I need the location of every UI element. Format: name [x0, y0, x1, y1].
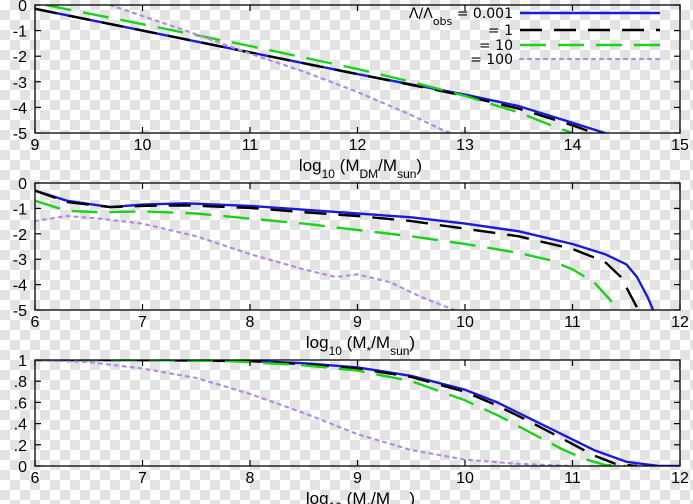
- legend-label-subscript: obs: [433, 15, 453, 28]
- legend-label-text: = 0.001: [452, 6, 513, 22]
- legend-label-3: = 10: [479, 38, 513, 54]
- axis-label-subscript: 10: [329, 500, 343, 504]
- y-tick-label: 0: [18, 0, 27, 15]
- legend-label-1: Λ/Λobs = 0.001: [409, 6, 513, 28]
- y-tick-label: -1: [13, 201, 27, 218]
- x-axis-label: log10 (M*/Msun): [306, 489, 415, 504]
- x-tick-label: 9: [353, 470, 362, 487]
- axis-label-part: /M: [378, 156, 397, 175]
- x-tick-label: 7: [138, 314, 147, 331]
- y-tick-label: .4: [14, 417, 27, 434]
- axis-label-subscript: sun: [397, 167, 416, 181]
- legend-label-text: = 100: [470, 52, 513, 68]
- x-tick-label: 15: [671, 137, 689, 154]
- y-tick-label: 1: [18, 353, 27, 370]
- x-tick-label: 8: [246, 470, 255, 487]
- axis-label-part: ): [409, 489, 415, 504]
- x-tick-label: 8: [246, 314, 255, 331]
- x-tick-label: 11: [242, 137, 259, 154]
- axis-label-part: ): [409, 333, 415, 352]
- x-tick-label: 7: [138, 470, 147, 487]
- y-tick-label: 0: [18, 459, 27, 476]
- y-tick-label: -1: [13, 24, 27, 41]
- x-tick-label: 13: [456, 137, 474, 154]
- x-tick-label: 10: [456, 314, 474, 331]
- y-tick-label: .2: [14, 438, 27, 455]
- y-tick-label: -4: [13, 100, 27, 117]
- series-line-2: [35, 360, 638, 466]
- series-line-4: [109, 5, 455, 133]
- y-tick-label: -3: [13, 75, 27, 92]
- axis-label-part: (M: [342, 333, 367, 352]
- y-tick-label: -5: [13, 126, 27, 143]
- series-line-3: [35, 360, 627, 466]
- axis-label-part: /M: [371, 489, 390, 504]
- axis-label-subscript: sun: [390, 500, 409, 504]
- series-line-1: [35, 189, 655, 310]
- axis-label-part: ): [416, 156, 422, 175]
- axis-label-part: (M: [342, 489, 367, 504]
- x-axis-label: log10 (M*/Msun): [306, 333, 415, 358]
- series-line-2: [35, 7, 598, 133]
- x-tick-label: 9: [353, 314, 362, 331]
- series-line-4: [35, 360, 574, 466]
- axis-label-subscript: 10: [329, 344, 343, 358]
- legend-label-prefix: Λ/Λ: [409, 6, 433, 22]
- y-tick-label: 0: [18, 176, 27, 193]
- legend: Λ/Λobs = 0.001= 1= 10= 100: [409, 6, 662, 68]
- series-line-3: [35, 199, 619, 310]
- series-line-4: [35, 214, 458, 310]
- axis-label-part: /M: [371, 333, 390, 352]
- x-tick-label: 12: [671, 470, 689, 487]
- axis-label-subscript: *: [367, 500, 372, 504]
- x-tick-label: 6: [31, 314, 40, 331]
- legend-label-4: = 100: [470, 52, 513, 68]
- axis-label-subscript: sun: [390, 344, 409, 358]
- x-tick-label: 10: [134, 137, 152, 154]
- y-tick-label: -4: [13, 278, 27, 295]
- x-tick-label: 10: [456, 470, 474, 487]
- x-tick-label: 14: [564, 137, 582, 154]
- x-tick-label: 11: [564, 470, 581, 487]
- axis-label-subscript: DM: [360, 167, 379, 181]
- legend-label-2: = 1: [488, 23, 513, 39]
- y-tick-label: -2: [13, 227, 27, 244]
- x-tick-label: 9: [31, 137, 40, 154]
- legend-label-text: = 10: [479, 38, 513, 54]
- y-tick-label: -3: [13, 252, 27, 269]
- x-tick-label: 11: [564, 314, 581, 331]
- x-tick-label: 12: [671, 314, 689, 331]
- y-tick-label: -5: [13, 303, 27, 320]
- axis-label-subscript: 10: [322, 167, 336, 181]
- axis-label-part: log: [306, 489, 329, 504]
- axis-label-part: log: [306, 333, 329, 352]
- x-tick-label: 12: [349, 137, 367, 154]
- axis-label-part: (M: [335, 156, 360, 175]
- y-tick-label: .8: [14, 374, 27, 391]
- series-line-2: [35, 189, 640, 310]
- legend-label-text: = 1: [488, 23, 513, 39]
- axis-label-subscript: *: [367, 344, 372, 358]
- x-axis-label: log10 (MDM/Msun): [299, 156, 422, 181]
- y-tick-label: .6: [14, 395, 27, 412]
- x-tick-label: 6: [31, 470, 40, 487]
- axis-label-part: log: [299, 156, 322, 175]
- y-tick-label: -2: [13, 49, 27, 66]
